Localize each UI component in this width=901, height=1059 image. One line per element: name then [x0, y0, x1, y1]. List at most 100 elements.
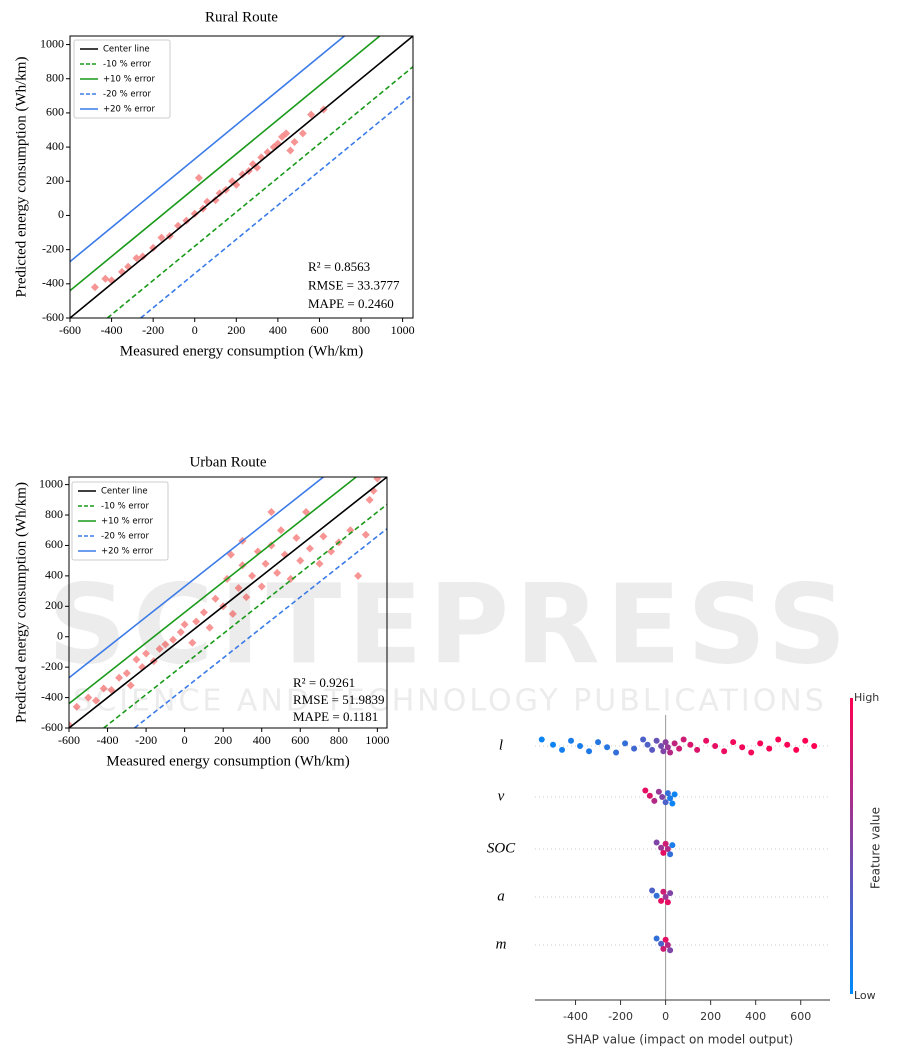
point	[257, 582, 266, 591]
point	[122, 669, 131, 678]
point	[307, 110, 316, 119]
shap-point	[662, 739, 669, 746]
reference-line	[103, 503, 387, 728]
shap-point	[658, 844, 665, 851]
shap-point	[664, 846, 671, 852]
y-tick-label: -400	[42, 276, 64, 290]
annotation: RMSE = 33.3777	[308, 277, 400, 292]
legend-box	[71, 481, 169, 561]
y-tick-label: 600	[46, 105, 64, 119]
point	[190, 209, 199, 218]
feature-label: v	[498, 788, 505, 804]
y-tick-label: 400	[45, 568, 63, 582]
shap-point	[660, 748, 667, 755]
legend-label: +10 % error	[103, 75, 156, 85]
y-tick-label: 0	[57, 628, 63, 642]
shap-point	[775, 736, 782, 743]
shap-point	[687, 741, 694, 748]
shap-point	[667, 749, 674, 756]
shap-point	[669, 842, 676, 849]
point	[354, 571, 363, 580]
shap-point	[757, 740, 764, 747]
reference-line	[69, 477, 324, 679]
point	[205, 623, 214, 632]
shap-point	[664, 744, 671, 751]
colorbar	[850, 698, 853, 994]
x-tick-label: 800	[352, 323, 370, 337]
shap-point	[703, 737, 710, 744]
y-axis-label: Predicted energy consumption (Wh/km)	[13, 482, 29, 723]
point	[84, 693, 93, 702]
point	[115, 673, 124, 682]
shap-point	[669, 800, 676, 807]
y-tick-label: 0	[58, 207, 64, 221]
colorbar-low: Low	[854, 989, 876, 1002]
point	[99, 684, 108, 693]
shap-point	[538, 736, 545, 743]
legend-label: -20 % error	[103, 90, 151, 100]
shap-point	[660, 888, 667, 895]
point	[138, 252, 147, 261]
point	[194, 173, 203, 182]
reference-line	[70, 36, 381, 292]
point	[327, 547, 336, 556]
shap-point	[721, 748, 728, 755]
reference-line	[70, 36, 413, 318]
point	[267, 507, 276, 516]
legend-label: -20 % error	[101, 532, 149, 542]
point	[149, 243, 158, 252]
shap-point	[671, 740, 678, 747]
watermark-subtitle: SCIENCE AND TECHNOLOGY PUBLICATIONS	[73, 684, 827, 719]
shap-point	[676, 745, 683, 752]
shap-point	[667, 890, 674, 897]
y-tick-label: -200	[42, 241, 64, 255]
colorbar-high: High	[854, 691, 879, 704]
x-axis-label: Measured energy consumption (Wh/km)	[106, 753, 349, 769]
y-axis-label: Predicted energy consumption (Wh/km)	[13, 57, 29, 298]
x-tick-label: -200	[608, 1010, 633, 1023]
shap-point	[649, 887, 656, 894]
shap-point	[559, 746, 566, 753]
point	[305, 544, 314, 553]
y-tick-label: 200	[45, 598, 63, 612]
x-tick-label: 600	[790, 1010, 811, 1023]
y-tick-label: 800	[46, 70, 64, 84]
x-axis-label: SHAP value (impact on model output)	[567, 1033, 794, 1047]
point	[234, 584, 243, 593]
shap-point	[664, 899, 671, 906]
point	[126, 681, 135, 690]
x-tick-label: 400	[745, 1010, 766, 1023]
shap-point	[811, 743, 818, 749]
shap-point	[653, 935, 660, 942]
point	[157, 233, 166, 242]
chart-title: Rural Route	[205, 9, 278, 25]
shap-point	[739, 744, 746, 751]
point	[188, 638, 197, 647]
shap-point	[653, 839, 660, 846]
shap-point	[667, 795, 674, 802]
x-tick-label: -200	[142, 323, 164, 337]
x-tick-label: 200	[227, 323, 245, 337]
point	[296, 556, 305, 565]
point	[211, 196, 220, 205]
x-tick-label: 800	[330, 733, 348, 747]
point	[180, 620, 189, 629]
x-tick-label: 1000	[365, 733, 389, 747]
point	[142, 649, 151, 658]
colorbar-label: Feature value	[869, 807, 883, 889]
point	[176, 628, 185, 637]
point	[169, 635, 178, 644]
annotation: MAPE = 0.1181	[293, 709, 378, 724]
point	[319, 532, 328, 541]
point	[286, 146, 295, 155]
shap-point	[655, 788, 662, 795]
reference-line	[69, 477, 387, 728]
point	[315, 559, 324, 568]
annotation: MAPE = 0.2460	[308, 296, 394, 311]
reference-line	[70, 36, 345, 263]
point	[192, 617, 201, 626]
shap-point	[631, 745, 638, 752]
x-tick-label: -400	[101, 323, 123, 337]
legend-label: -10 % error	[103, 60, 151, 70]
shap-point	[613, 749, 620, 756]
